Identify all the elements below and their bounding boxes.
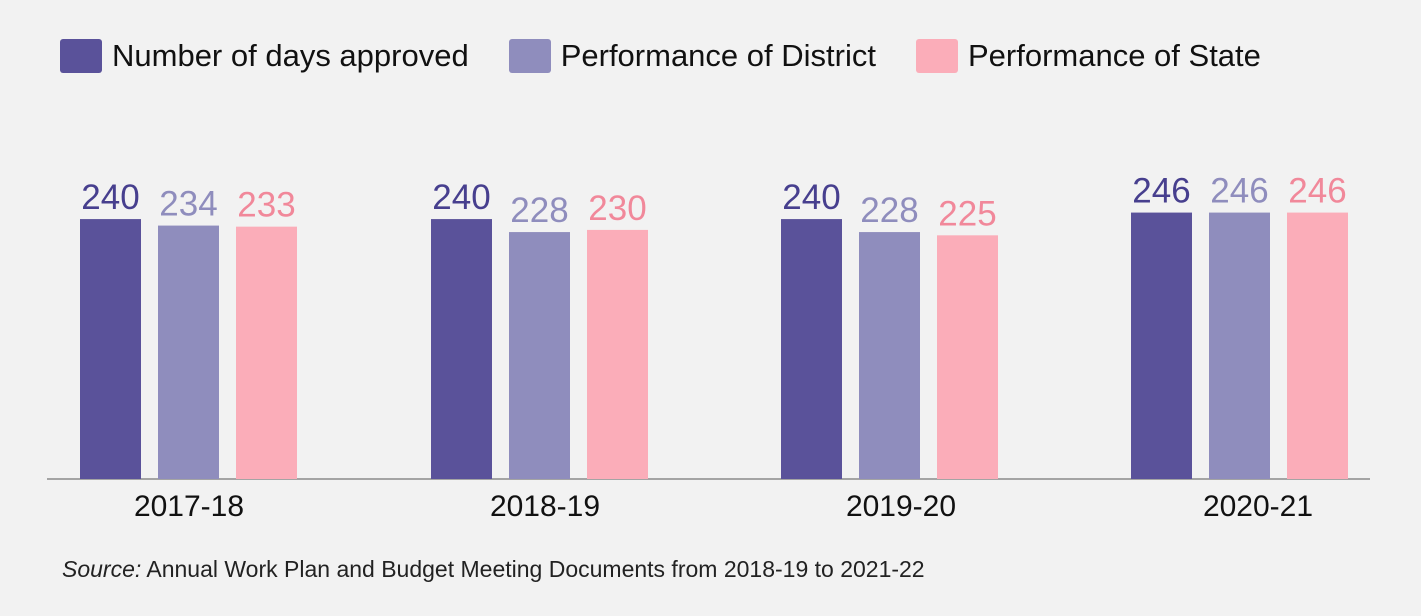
legend-swatch-district — [508, 39, 551, 73]
x-tick-label-2018-19: 2018-19 — [490, 490, 600, 523]
bar-2018-19-series-0 — [431, 219, 492, 479]
source-prefix: Source: — [62, 556, 142, 582]
bar-2017-18-series-2 — [236, 226, 297, 479]
legend-swatch-state — [915, 39, 958, 73]
x-tick-label-2019-20: 2019-20 — [846, 490, 956, 523]
legend-swatch-days-approved — [60, 39, 102, 73]
source-text: Annual Work Plan and Budget Meeting Docu… — [141, 556, 925, 582]
data-label-2019-20-series-2: 225 — [938, 194, 996, 233]
legend-item-district: Performance of District — [508, 38, 876, 74]
data-label-2018-19-series-0: 240 — [432, 178, 490, 217]
chart-legend: Number of days approved Performance of D… — [60, 38, 1261, 74]
data-label-2019-20-series-1: 228 — [860, 191, 918, 230]
x-tick-label-2017-18: 2017-18 — [134, 490, 244, 523]
bar-2020-21-series-1 — [1209, 212, 1270, 479]
bar-2020-21-series-0 — [1131, 212, 1192, 479]
legend-item-days-approved: Number of days approved — [60, 38, 469, 74]
bar-2017-18-series-0 — [80, 219, 141, 479]
bar-2018-19-series-2 — [587, 229, 648, 479]
source-note: Source: Annual Work Plan and Budget Meet… — [62, 556, 925, 583]
bar-2020-21-series-2 — [1287, 212, 1348, 479]
data-label-2018-19-series-1: 228 — [510, 191, 568, 230]
legend-item-state: Performance of State — [915, 38, 1261, 74]
bar-2019-20-series-2 — [937, 235, 998, 479]
data-label-2017-18-series-1: 234 — [159, 185, 217, 224]
data-label-2020-21-series-2: 246 — [1288, 172, 1346, 211]
legend-label-district: Performance of District — [560, 38, 876, 73]
x-tick-label-2020-21: 2020-21 — [1203, 490, 1313, 523]
data-label-2017-18-series-2: 233 — [237, 186, 295, 225]
bar-2019-20-series-1 — [859, 232, 920, 479]
data-label-2020-21-series-1: 246 — [1210, 172, 1268, 211]
legend-label-state: Performance of State — [967, 38, 1261, 73]
data-label-2020-21-series-0: 246 — [1132, 172, 1190, 211]
data-label-2018-19-series-2: 230 — [588, 189, 646, 228]
legend-label-days-approved: Number of days approved — [112, 38, 469, 73]
bar-2018-19-series-1 — [509, 232, 570, 479]
bar-2019-20-series-0 — [781, 219, 842, 479]
bar-2017-18-series-1 — [158, 225, 219, 479]
data-label-2017-18-series-0: 240 — [81, 178, 139, 217]
data-label-2019-20-series-0: 240 — [782, 178, 840, 217]
